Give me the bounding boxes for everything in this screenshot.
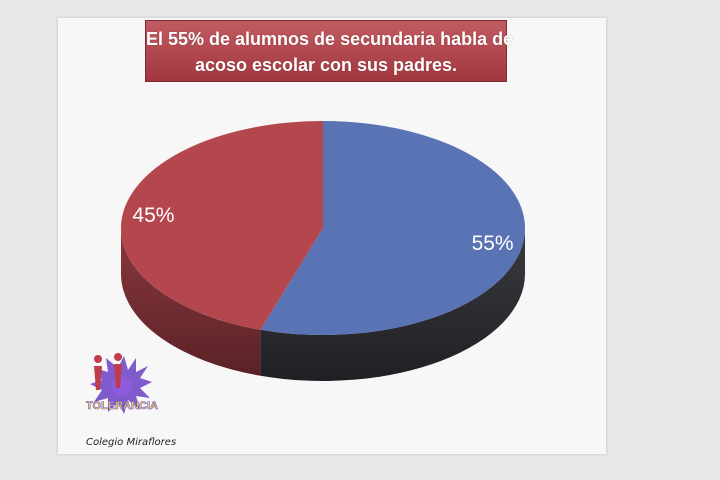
logo-figure-right-icon bbox=[114, 353, 122, 388]
logo-wordmark: TOLERANCIA bbox=[86, 400, 158, 412]
pie-slice-red bbox=[120, 121, 323, 330]
pie-slice-blue bbox=[260, 121, 525, 335]
tolerancia-logo: TOLERANCIA bbox=[86, 353, 158, 414]
chart-title: El 55% de alumnos de secundaria habla de… bbox=[145, 20, 514, 82]
pie-side-blue bbox=[260, 228, 525, 381]
pie-label-layer: 55% 45% bbox=[132, 204, 513, 255]
pie-slice-label: 55% bbox=[472, 232, 514, 255]
chart-title-line-2: acoso escolar con sus padres. bbox=[194, 55, 458, 75]
pie-top-layer bbox=[120, 121, 525, 335]
logo-caption: Colegio Miraflores bbox=[86, 437, 177, 448]
pie-side-red bbox=[121, 228, 261, 376]
logo-figure-left-icon bbox=[94, 355, 102, 390]
pie-side-layer bbox=[121, 228, 525, 381]
chart-title-line-1: El 55% de alumnos de secundaria habla de bbox=[146, 29, 514, 49]
pie-slice-label: 45% bbox=[132, 204, 174, 227]
